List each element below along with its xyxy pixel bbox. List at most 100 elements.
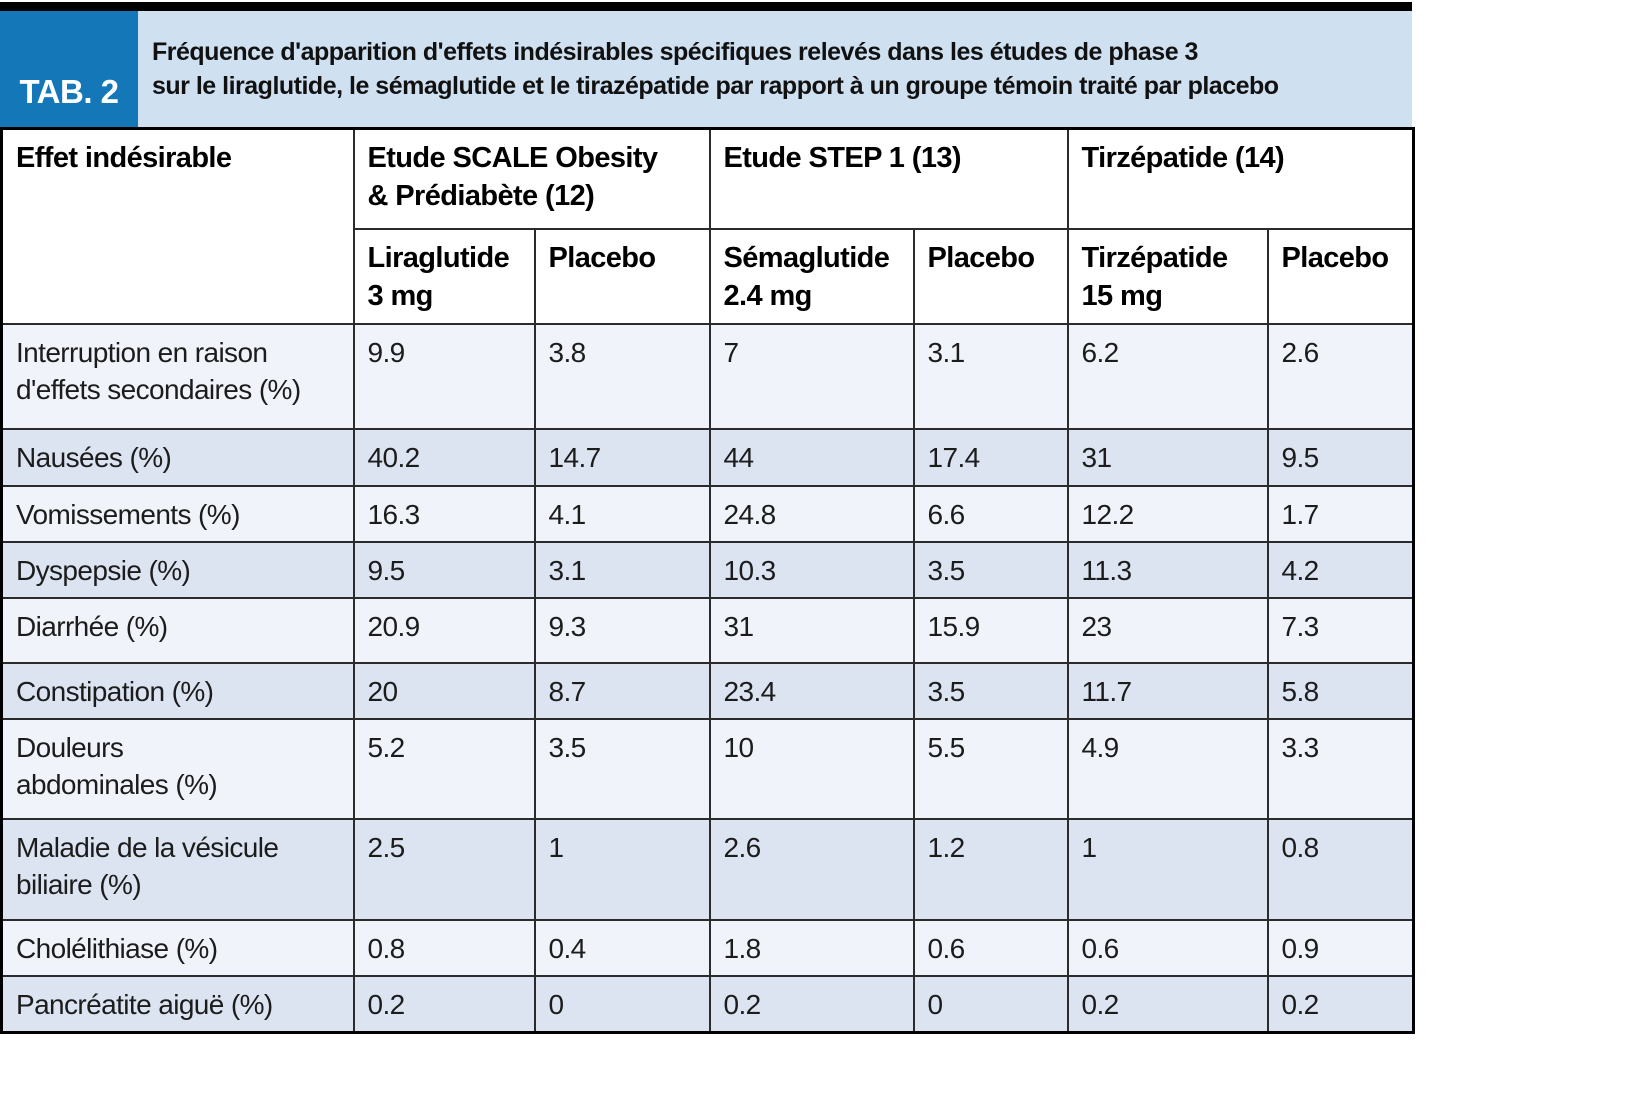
row-value-cell: 2.6 <box>1266 322 1415 430</box>
row-value-cell: 3.1 <box>533 540 711 599</box>
subheader-cell-placebo-2: Placebo <box>912 227 1069 325</box>
row-value-cell: 1.2 <box>912 817 1069 921</box>
row-value-cell: 1 <box>533 817 711 921</box>
row-label-cell: Cholélithiase (%) <box>0 918 355 977</box>
subheader-cell-placebo-1: Placebo <box>533 227 711 325</box>
row-value-cell: 11.7 <box>1066 661 1269 720</box>
row-value-cell: 0.6 <box>1066 918 1269 977</box>
row-value-cell: 1 <box>1066 817 1269 921</box>
row-value-cell: 23.4 <box>708 661 915 720</box>
subheader-cell-liraglutide: Liraglutide 3 mg <box>352 227 536 325</box>
table-head: Effet indésirable Etude SCALE Obesity & … <box>0 127 1415 325</box>
row-value-cell: 3.8 <box>533 322 711 430</box>
subheader-cell-placebo-3: Placebo <box>1266 227 1415 325</box>
row-value-cell: 4.2 <box>1266 540 1415 599</box>
row-value-cell: 40.2 <box>352 427 536 487</box>
row-value-cell: 0.2 <box>1066 974 1269 1034</box>
row-value-cell: 9.5 <box>1266 427 1415 487</box>
row-value-cell: 5.8 <box>1266 661 1415 720</box>
row-value-cell: 9.9 <box>352 322 536 430</box>
row-label-cell: Diarrhée (%) <box>0 596 355 664</box>
row-value-cell: 0.9 <box>1266 918 1415 977</box>
group-header-cell-scale: Etude SCALE Obesity & Prédiabète (12) <box>352 127 711 230</box>
figure-title-line-2: sur le liraglutide, le sémaglutide et le… <box>152 72 1279 100</box>
row-value-cell: 4.1 <box>533 484 711 543</box>
row-value-cell: 0.8 <box>1266 817 1415 921</box>
row-value-cell: 0.6 <box>912 918 1069 977</box>
row-value-cell: 20 <box>352 661 536 720</box>
table-row: Maladie de la vésicule biliaire (%) 2.5 … <box>0 817 1415 921</box>
row-value-cell: 2.5 <box>352 817 536 921</box>
row-value-cell: 3.3 <box>1266 717 1415 820</box>
row-value-cell: 0 <box>912 974 1069 1034</box>
row-label-cell: Maladie de la vésicule biliaire (%) <box>0 817 355 921</box>
row-value-cell: 7 <box>708 322 915 430</box>
row-value-cell: 24.8 <box>708 484 915 543</box>
tab-number-label: TAB. 2 <box>19 73 119 110</box>
corner-header-cell: Effet indésirable <box>0 127 355 325</box>
row-value-cell: 5.2 <box>352 717 536 820</box>
top-rule <box>0 2 1412 11</box>
row-label-cell: Vomissements (%) <box>0 484 355 543</box>
row-value-cell: 4.9 <box>1066 717 1269 820</box>
row-value-cell: 5.5 <box>912 717 1069 820</box>
row-value-cell: 0.8 <box>352 918 536 977</box>
row-value-cell: 10 <box>708 717 915 820</box>
table-row: Nausées (%) 40.2 14.7 44 17.4 31 9.5 <box>0 427 1415 487</box>
row-value-cell: 8.7 <box>533 661 711 720</box>
row-value-cell: 2.6 <box>708 817 915 921</box>
row-value-cell: 31 <box>708 596 915 664</box>
row-value-cell: 9.3 <box>533 596 711 664</box>
table-row: Diarrhée (%) 20.9 9.3 31 15.9 23 7.3 <box>0 596 1415 664</box>
figure-title-line-1: Fréquence d'apparition d'effets indésira… <box>152 38 1198 66</box>
row-value-cell: 1.7 <box>1266 484 1415 543</box>
table-row: Constipation (%) 20 8.7 23.4 3.5 11.7 5.… <box>0 661 1415 720</box>
group-header-cell-step1: Etude STEP 1 (13) <box>708 127 1069 230</box>
row-label-cell: Dyspepsie (%) <box>0 540 355 599</box>
row-value-cell: 10.3 <box>708 540 915 599</box>
row-value-cell: 14.7 <box>533 427 711 487</box>
title-banner: Fréquence d'apparition d'effets indésira… <box>138 11 1412 127</box>
adverse-effects-table: Effet indésirable Etude SCALE Obesity & … <box>0 127 1416 1034</box>
tab-number-box: TAB. 2 <box>0 11 138 127</box>
row-value-cell: 3.1 <box>912 322 1069 430</box>
row-value-cell: 15.9 <box>912 596 1069 664</box>
subheader-row: Liraglutide 3 mg Placebo Sémaglutide 2.4… <box>2 227 1415 325</box>
row-value-cell: 16.3 <box>352 484 536 543</box>
row-value-cell: 12.2 <box>1066 484 1269 543</box>
row-label-cell: Interruption en raison d'effets secondai… <box>0 322 355 430</box>
row-value-cell: 17.4 <box>912 427 1069 487</box>
row-value-cell: 0.4 <box>533 918 711 977</box>
table-row: Cholélithiase (%) 0.8 0.4 1.8 0.6 0.6 0.… <box>0 918 1415 977</box>
row-label-cell: Douleurs abdominales (%) <box>0 717 355 820</box>
subheader-cell-tirzepatide15: Tirzépatide 15 mg <box>1066 227 1269 325</box>
row-value-cell: 3.5 <box>912 661 1069 720</box>
row-value-cell: 9.5 <box>352 540 536 599</box>
table-figure: TAB. 2 Fréquence d'apparition d'effets i… <box>0 2 1416 1034</box>
table-row: Interruption en raison d'effets secondai… <box>0 322 1415 430</box>
figure-header: TAB. 2 Fréquence d'apparition d'effets i… <box>0 11 1412 127</box>
row-value-cell: 6.6 <box>912 484 1069 543</box>
row-value-cell: 3.5 <box>533 717 711 820</box>
row-value-cell: 23 <box>1066 596 1269 664</box>
row-value-cell: 6.2 <box>1066 322 1269 430</box>
row-value-cell: 20.9 <box>352 596 536 664</box>
row-value-cell: 0.2 <box>1266 974 1415 1034</box>
table-row: Pancréatite aiguë (%) 0.2 0 0.2 0 0.2 0.… <box>0 974 1415 1034</box>
subheader-cell-semaglutide: Sémaglutide 2.4 mg <box>708 227 915 325</box>
row-value-cell: 11.3 <box>1066 540 1269 599</box>
row-label-cell: Pancréatite aiguë (%) <box>0 974 355 1034</box>
group-header-row: Effet indésirable Etude SCALE Obesity & … <box>0 127 1415 325</box>
row-value-cell: 0.2 <box>708 974 915 1034</box>
row-label-cell: Nausées (%) <box>0 427 355 487</box>
group-header-cell-tirzepatide: Tirzépatide (14) <box>1066 127 1415 230</box>
row-value-cell: 7.3 <box>1266 596 1415 664</box>
row-value-cell: 31 <box>1066 427 1269 487</box>
table-body: Interruption en raison d'effets secondai… <box>0 322 1415 1034</box>
row-value-cell: 3.5 <box>912 540 1069 599</box>
row-value-cell: 44 <box>708 427 915 487</box>
table-row: Douleurs abdominales (%) 5.2 3.5 10 5.5 … <box>0 717 1415 820</box>
row-value-cell: 0.2 <box>352 974 536 1034</box>
row-label-cell: Constipation (%) <box>0 661 355 720</box>
